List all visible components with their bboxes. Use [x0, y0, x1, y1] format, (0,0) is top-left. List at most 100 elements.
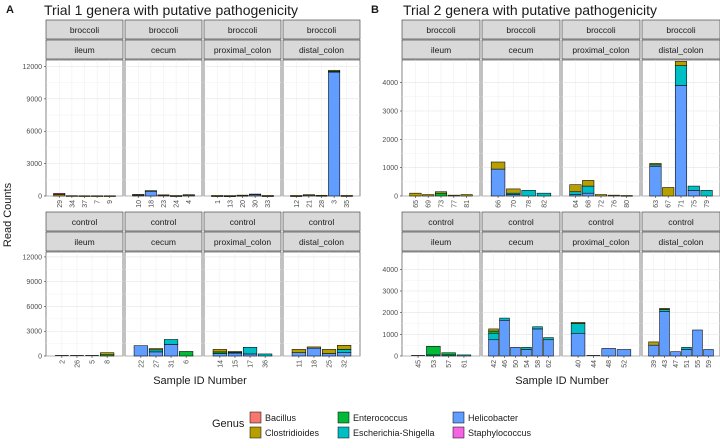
chart2-p4-xtick-label: 45 [416, 360, 423, 368]
chart2-p6-strip-region [561, 231, 641, 252]
chart1-p5-xtick-label: 31 [169, 360, 176, 368]
chart2-p3-xtick-label: 71 [679, 200, 686, 208]
chart2-p6-xtick-label: 44 [591, 360, 598, 368]
chart2-p3-xtick-label: 67 [666, 200, 673, 208]
legend-title: Genus [212, 418, 245, 430]
chart1-p3-xtick-label: 21 [306, 200, 313, 208]
chart1-p7-bar-25-helicobacter [321, 353, 337, 357]
chart1-p4-xtick-label: 26 [74, 360, 81, 368]
chart1-p0-bar-29-staphylococcus [53, 193, 66, 195]
chart1-p2-xtick-label: 1 [215, 200, 222, 204]
chart2-p3-xtick-label: 79 [704, 200, 711, 208]
chart2-p3-strip-diet-text: broccoli [666, 25, 695, 35]
chart1-p7-bar-11-helicobacter [291, 352, 306, 357]
chart2-p3-bar-67-clostridioides [662, 187, 675, 197]
chart2-p7-bar-43-clostridioides [659, 308, 670, 310]
chart1-p7-strip-diet-text: control [309, 217, 335, 227]
chart1-p2-bar-20-clostridioides [236, 194, 249, 197]
chart2-p3-bar-63-helicobacter [649, 165, 662, 197]
chart1-p4-ytick-label: 0 [38, 354, 42, 361]
chart2-p5-xtick-label: 50 [513, 360, 520, 368]
chart1-p7-xtick-label: 11 [296, 360, 303, 367]
chart2-p6-panel: control proximal_colon 40 44 48 52 [561, 211, 641, 368]
chart2-p7-strip-region-text: distal_colon [659, 237, 704, 247]
chart1-p3-strip-region [282, 39, 361, 60]
chart2-p2-xtick-label: 80 [624, 200, 631, 208]
chart1-p4-bar-26-empty [70, 355, 84, 356]
chart2-p0-bar-73-enterococcus [434, 192, 448, 197]
chart2-p2-bar-68-clostridioides [582, 180, 595, 187]
chart1-p7-bar-18-helicobacter [306, 347, 322, 357]
chart1-p6-bar-36-escherichia-shigella [258, 353, 273, 357]
chart2-p0-strip-region-text: ileum [431, 45, 451, 55]
chart2-p5-bar-58-helicobacter [532, 328, 543, 357]
chart1-p2-bar-30-clostridioides [249, 193, 262, 196]
chart2-p3-strip-region-text: distal_colon [659, 45, 704, 55]
chart1-p6-strip-region [203, 231, 282, 252]
chart2-p5-xtick-label: 58 [535, 360, 542, 368]
chart1-p5-bar-27-helicobacter [148, 351, 164, 357]
chart1-p3-bar-28-clostridioides [315, 194, 328, 197]
chart2-p6-bar-44-empty [586, 355, 601, 356]
chart2-p1-bar-78-escherichia-shigella [521, 190, 536, 197]
chart1-p1-xtick-label: 10 [136, 200, 143, 208]
legend-label-clostridioides: Clostridioides [265, 428, 320, 438]
chart1-p7-xtick-label: 25 [327, 360, 334, 368]
chart1-p1-strip-diet [124, 19, 203, 40]
chart2-p7-bar-43-helicobacter [659, 311, 670, 357]
chart2-p7-bar-59-helicobacter [703, 349, 714, 357]
chart2-p3-bar-71-clostridioides [674, 61, 688, 66]
chart2-p0-strip-diet-text: broccoli [426, 25, 455, 35]
chart2-p6-bar-52-helicobacter [616, 349, 632, 357]
chart1-p5-bar-22-helicobacter [133, 345, 148, 357]
chart2-p1-xtick-label: 78 [526, 200, 533, 208]
chart1-p7-xtick-label: 18 [311, 360, 318, 368]
chart1-p4-ytick-label: 12000 [23, 254, 43, 261]
chart2-p1-bar-66-clostridioides [490, 161, 506, 170]
chart2-p2-bar-68-escherichia-shigella [582, 185, 595, 194]
chart2-p5-bar-62-escherichia-shigella [543, 337, 554, 341]
chart2-p2-bar-72-clostridioides [594, 194, 608, 197]
chart2-p1-panel: broccoli cecum 66 70 78 82 [481, 19, 561, 208]
chart1-p0-xtick-label: 7 [95, 200, 102, 204]
chart1-p4-strip-region-text: ileum [74, 237, 94, 247]
chart2-p5-strip-region-text: cecum [508, 237, 533, 247]
chart2-p1-strip-diet-text: broccoli [506, 25, 535, 35]
chart1-p6-bar-17-escherichia-shigella [242, 347, 258, 355]
chart1-p1-bar-10-clostridioides [132, 194, 145, 196]
chart2-p3-strip-diet [641, 19, 720, 40]
chart2-p2-strip-diet-text: broccoli [586, 25, 615, 35]
chart1-p5-strip-region-text: cecum [151, 237, 176, 247]
chart1-p6-panel-bg [203, 251, 282, 357]
chart2-p6-bar-40-helicobacter [570, 332, 586, 357]
chart2-p2-xtick-label: 76 [611, 200, 618, 208]
chart2-p0-ytick-label: 0 [394, 194, 398, 201]
chart2-p2-strip-diet [561, 19, 641, 40]
chart2-p6-strip-diet-text: control [588, 217, 614, 227]
chart1-p0-panel: broccoli ileum 0 3000 6000 9000 12000 29 34 37 7 9 [23, 19, 124, 208]
chart2-p5-xtick-label: 54 [524, 360, 531, 368]
chart1-p0-strip-region-text: ileum [74, 45, 94, 55]
chart2-p3-xtick-label: 63 [653, 200, 660, 208]
chart2-p4-ytick-label: 4000 [382, 267, 398, 274]
chart2-p0-strip-diet [401, 19, 481, 40]
chart2-p5-strip-region [481, 231, 561, 252]
chart1-p4-xtick-label: 2 [59, 360, 66, 364]
chart1-p0-strip-diet [45, 19, 124, 40]
chart2-p0-bar-77-clostridioides [447, 194, 460, 197]
chart2-p5-bar-58-escherichia-shigella [532, 326, 543, 330]
chart2-p1-bar-66-helicobacter [490, 168, 506, 197]
chart1-p7-panel: control distal_colon 11 18 25 32 [282, 211, 361, 368]
chart2-p1-strip-diet [481, 19, 561, 40]
chart2-p7-xtick-label: 51 [684, 360, 691, 368]
legend-label-bacillus: Bacillus [265, 413, 297, 423]
chart1-p2-xtick-label: 20 [240, 200, 247, 208]
chart2-p5-bar-42-helicobacter [488, 339, 499, 357]
chart2-p0-xtick-label: 65 [413, 200, 420, 208]
chart2-p1-xtick-label: 70 [511, 200, 518, 208]
chart2-p0-ytick-label: 4000 [382, 80, 398, 87]
chart1-p5-strip-region [124, 231, 203, 252]
chart1-p5-xtick-label: 22 [138, 360, 145, 368]
